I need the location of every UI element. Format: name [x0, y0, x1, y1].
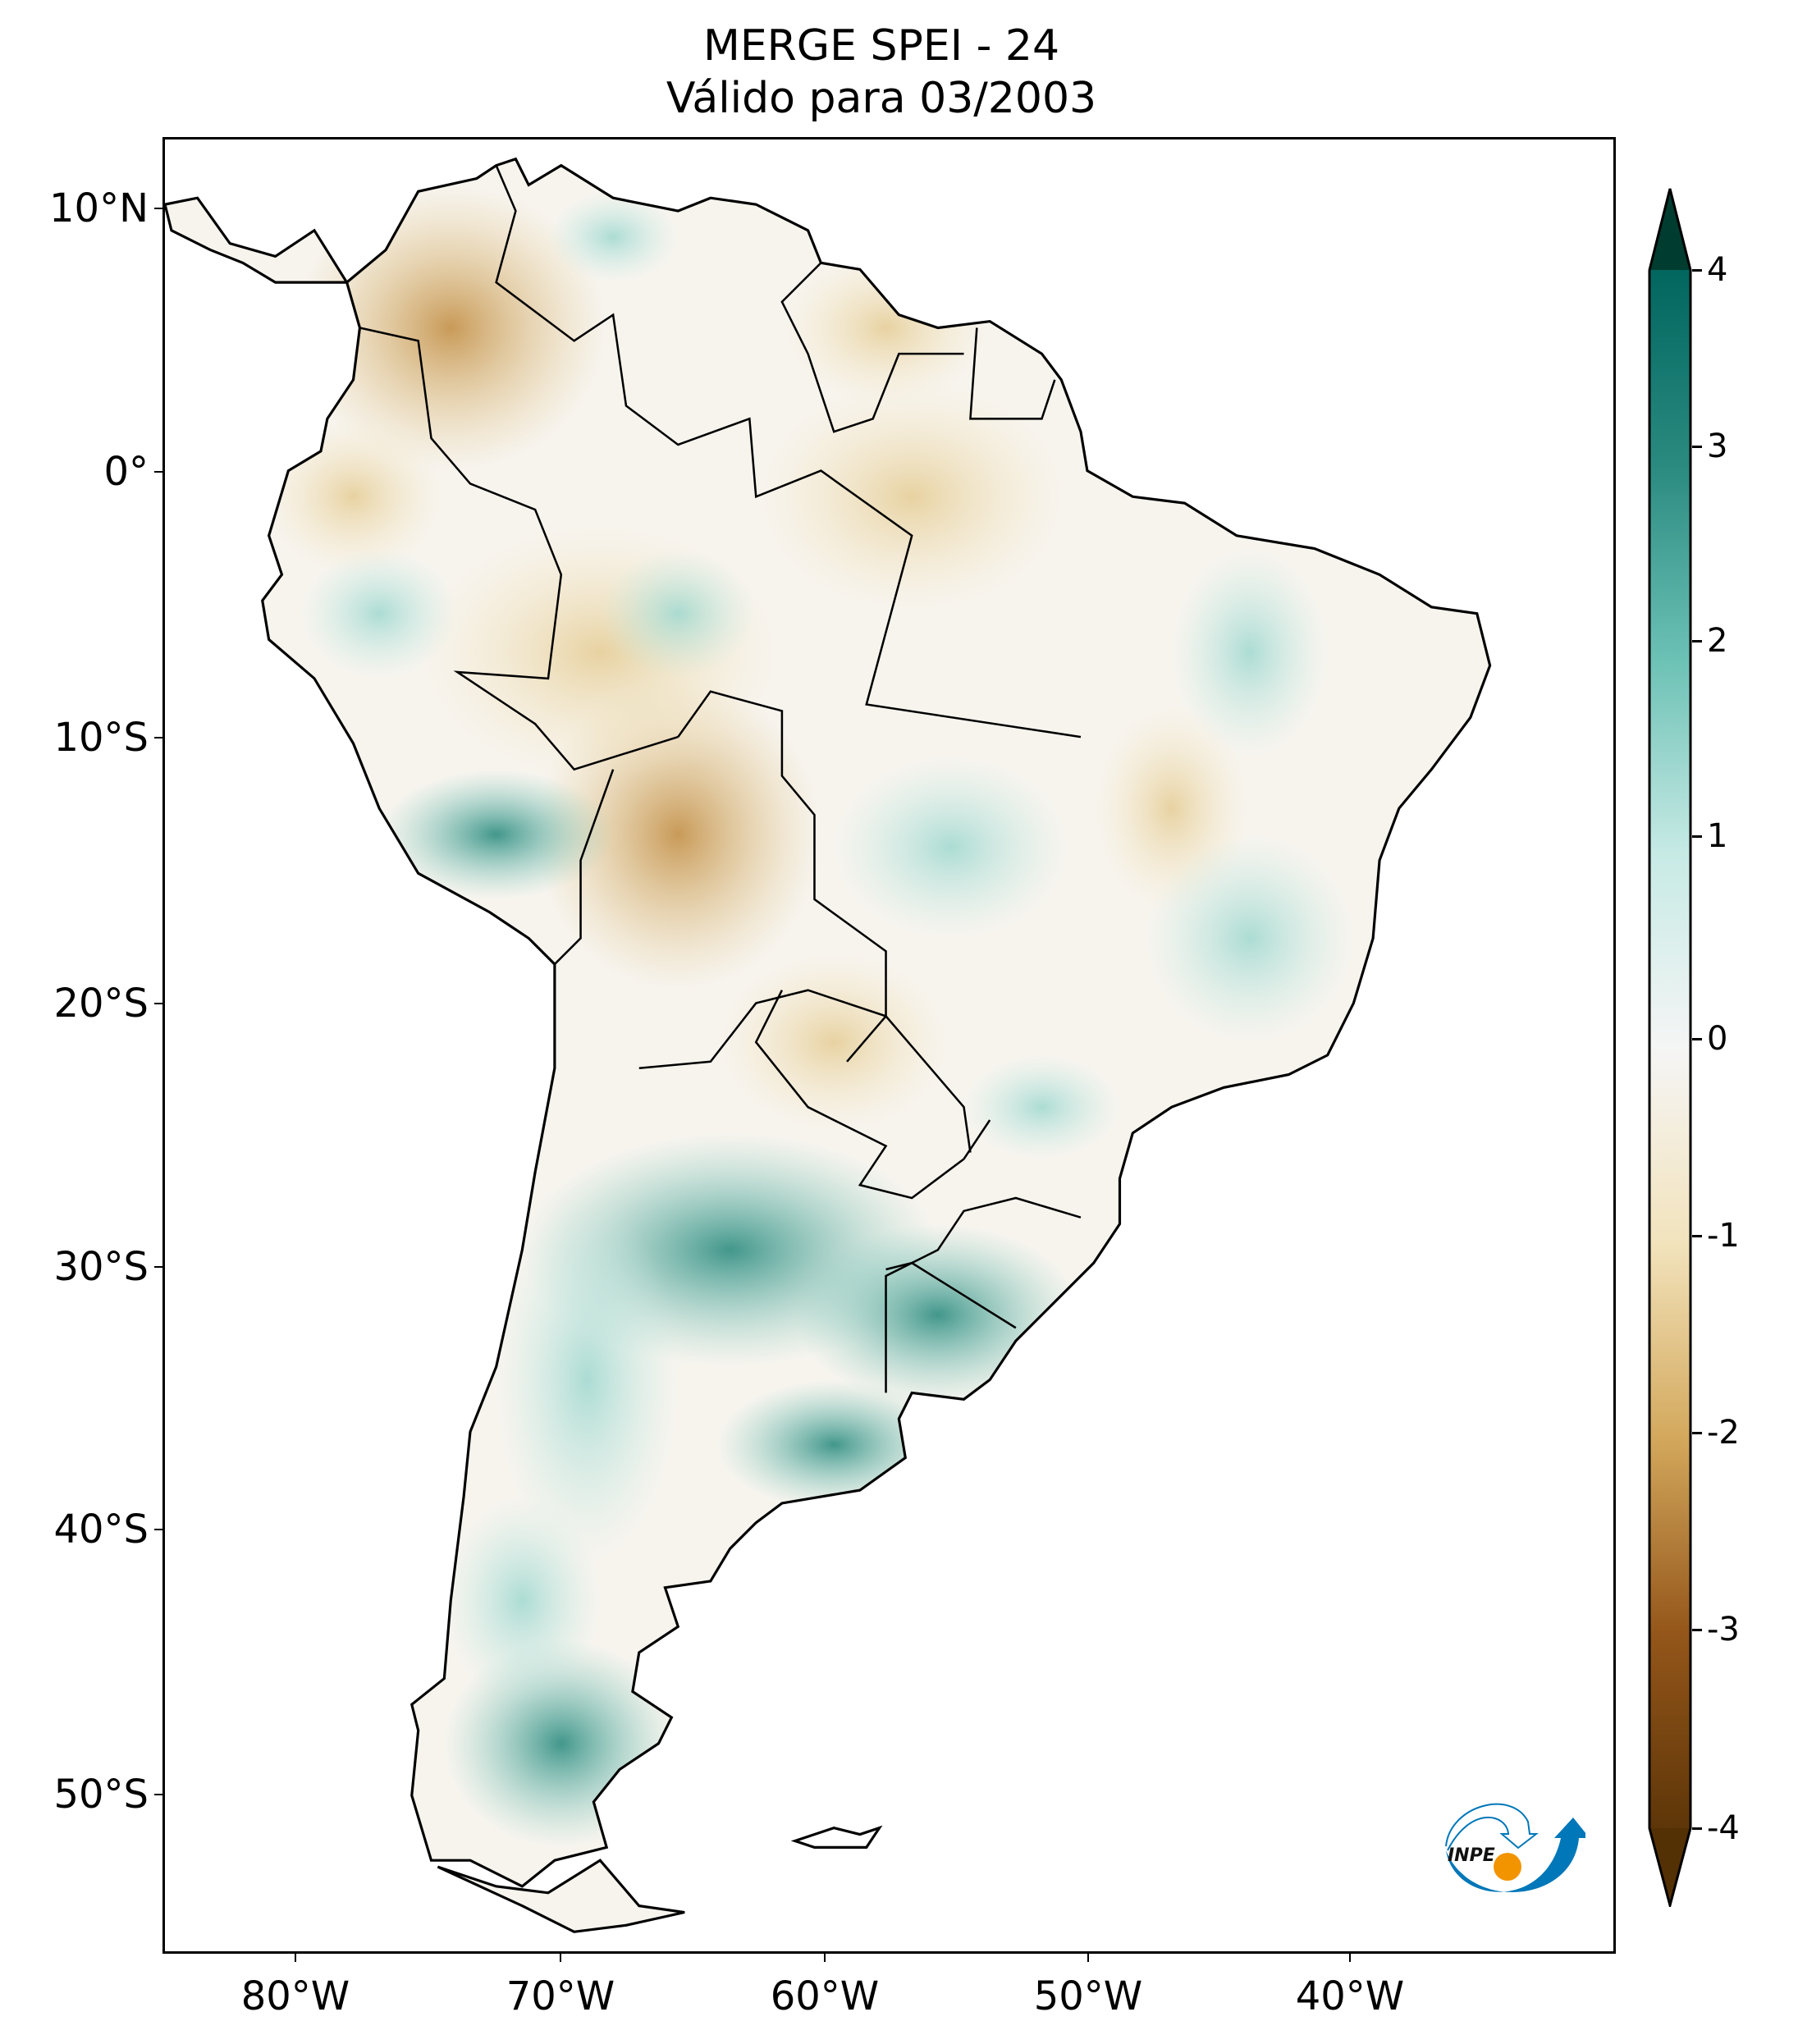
- colorbar-label: 2: [1707, 622, 1728, 660]
- colorbar-tick: [1692, 269, 1702, 272]
- colorbar-label: -2: [1707, 1414, 1740, 1452]
- colorbar-label: 4: [1707, 251, 1728, 289]
- colorbar-tick: [1692, 1038, 1702, 1040]
- lon-tick: [295, 1954, 296, 1962]
- inpe-logo: INPE: [1445, 1803, 1585, 1892]
- colorbar-label: 1: [1707, 817, 1728, 855]
- lat-label-30s: 30°S: [53, 1244, 149, 1290]
- map-title: MERGE SPEI - 24: [702, 21, 1060, 71]
- colorbar-label: 3: [1707, 428, 1728, 465]
- lon-label-70w: 70°W: [506, 1973, 615, 2019]
- colorbar-tick: [1692, 1629, 1702, 1631]
- colorbar-label: -3: [1707, 1611, 1740, 1648]
- colorbar-tick: [1692, 835, 1702, 838]
- falkland-islands: [790, 1825, 883, 1849]
- colorbar-gradient: [1649, 270, 1690, 1828]
- lat-tick: [154, 1794, 162, 1795]
- colorbar-tick: [1692, 640, 1702, 642]
- lat-label-10n: 10°N: [49, 185, 149, 231]
- lat-label-20s: 20°S: [53, 981, 149, 1027]
- lat-tick: [154, 208, 162, 209]
- spei-field: [165, 158, 1490, 1932]
- lat-label-0: 0°: [103, 449, 149, 495]
- colorbar: [1648, 188, 1692, 1907]
- colorbar-extend-max: [1649, 189, 1690, 270]
- colorbar-tick: [1692, 446, 1702, 448]
- lat-tick: [154, 471, 162, 473]
- map-subtitle: Válido para 03/2003: [666, 74, 1097, 123]
- lon-tick: [560, 1954, 561, 1962]
- colorbar-label: -4: [1707, 1809, 1740, 1847]
- colorbar-label: 0: [1707, 1020, 1728, 1058]
- lat-tick: [154, 1529, 162, 1530]
- lat-tick: [154, 737, 162, 738]
- lat-tick: [154, 1266, 162, 1268]
- colorbar-tick: [1692, 1235, 1702, 1237]
- colorbar-tick: [1692, 1827, 1702, 1830]
- lon-tick: [1349, 1954, 1351, 1962]
- lon-label-50w: 50°W: [1033, 1973, 1143, 2019]
- country-borders: [359, 165, 1082, 1393]
- lat-label-40s: 40°S: [53, 1507, 149, 1552]
- south-america-map: [165, 158, 1492, 1933]
- lon-label-60w: 60°W: [770, 1973, 880, 2019]
- svg-text:INPE: INPE: [1448, 1845, 1495, 1866]
- lon-tick: [824, 1954, 826, 1962]
- lon-tick: [1087, 1954, 1089, 1962]
- colorbar-label: -1: [1707, 1217, 1740, 1255]
- colorbar-tick: [1692, 1432, 1702, 1434]
- lat-label-50s: 50°S: [53, 1772, 149, 1818]
- lon-label-80w: 80°W: [240, 1973, 350, 2019]
- lon-label-40w: 40°W: [1295, 1973, 1405, 2019]
- colorbar-extend-min: [1649, 1828, 1690, 1905]
- lat-tick: [154, 1003, 162, 1004]
- map-frame: [162, 137, 1616, 1954]
- lat-label-10s: 10°S: [53, 715, 149, 761]
